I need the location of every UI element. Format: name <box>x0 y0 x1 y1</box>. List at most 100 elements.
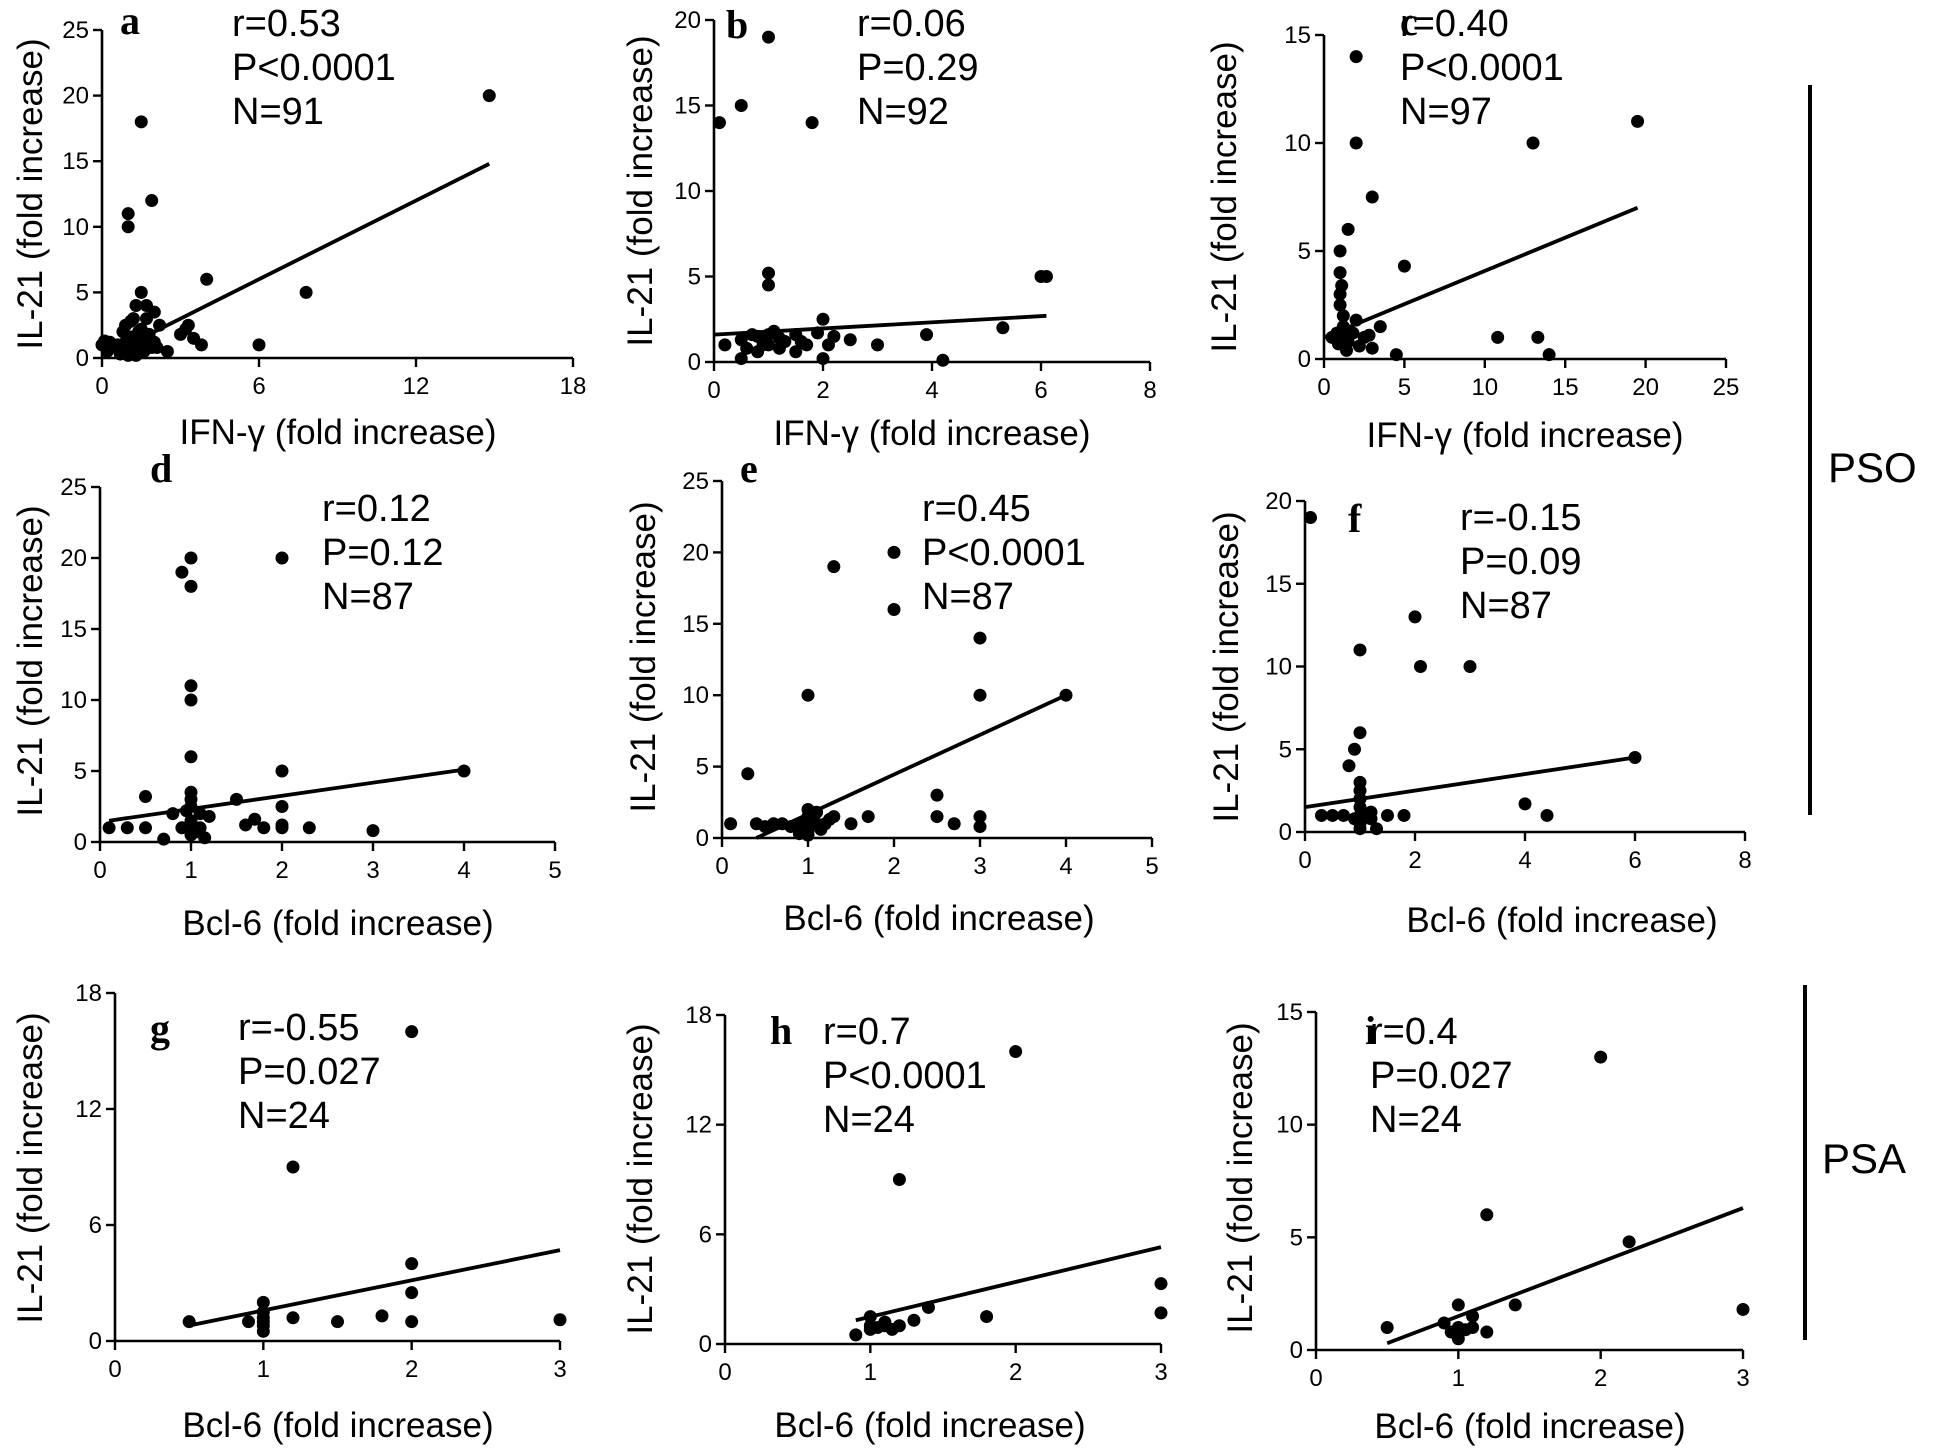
x-tick-label: 0 <box>1317 374 1330 401</box>
data-point <box>121 207 135 221</box>
data-point <box>1362 328 1376 342</box>
data-point <box>1353 726 1367 740</box>
x-tick-label: 3 <box>553 1356 566 1383</box>
panel-f: 0 2 4 6 8 0 5 10 15 20 Bcl-6 (fold increase) IL-21 … <box>1207 488 1752 940</box>
y-tick-label: 0 <box>688 349 701 376</box>
y-tick-label: 0 <box>76 345 89 372</box>
data-point <box>740 341 754 355</box>
data-point <box>1365 341 1379 355</box>
x-tick-label: 6 <box>1628 847 1641 874</box>
y-axis-label: IL-21 (fold increase) <box>621 1023 660 1334</box>
x-tick-label: 0 <box>1298 847 1311 874</box>
data-point <box>814 822 828 836</box>
data-point <box>871 1321 885 1335</box>
stat-p: P=0.027 <box>1370 1055 1513 1097</box>
data-point <box>1349 136 1363 150</box>
y-tick-label: 15 <box>674 93 701 120</box>
y-tick-label: 20 <box>1265 488 1292 515</box>
y-tick-label: 15 <box>1284 22 1311 49</box>
psa-group-label: PSA <box>1822 1135 1906 1182</box>
data-point <box>861 810 875 824</box>
pso-group-label: PSO <box>1828 444 1917 491</box>
data-point <box>871 338 884 352</box>
data-point <box>230 792 243 806</box>
x-tick-label: 4 <box>1059 853 1072 880</box>
x-axis-label: Bcl-6 (fold increase) <box>774 1406 1085 1445</box>
data-point <box>718 338 732 352</box>
x-tick-label: 2 <box>1408 847 1421 874</box>
stat-r: r=0.53 <box>232 3 341 45</box>
x-axis-label: IFN-γ (fold increase) <box>1366 416 1683 455</box>
data-point <box>1353 784 1367 798</box>
panel-letter: h <box>770 1008 792 1053</box>
data-point <box>147 305 161 319</box>
y-tick-label: 10 <box>674 178 701 205</box>
panel-letter: b <box>726 2 748 47</box>
stat-n: N=97 <box>1400 91 1492 133</box>
data-point <box>745 328 759 342</box>
y-tick-label: 5 <box>1298 238 1311 265</box>
y-tick-label: 0 <box>699 1331 712 1358</box>
data-point <box>801 688 815 702</box>
data-point <box>885 1322 899 1336</box>
data-point <box>405 1257 419 1271</box>
data-point <box>252 338 266 352</box>
data-point <box>1335 279 1349 293</box>
y-axis-label: IL-21 (fold increase) <box>11 38 50 349</box>
data-point <box>734 99 748 112</box>
data-point <box>741 767 755 781</box>
data-point <box>1336 309 1350 323</box>
x-tick-label: 18 <box>560 373 587 400</box>
data-point <box>1370 822 1383 836</box>
data-point <box>762 266 775 280</box>
data-point <box>844 817 858 831</box>
y-tick-label: 20 <box>674 7 701 34</box>
x-tick-label: 2 <box>1594 1365 1607 1392</box>
panel-b: 0 2 4 6 8 0 5 10 15 20 IFN-γ (fold increase) IL-21 … <box>621 2 1157 453</box>
data-point <box>794 334 808 348</box>
y-tick-label: 5 <box>74 758 87 785</box>
data-point <box>973 631 987 645</box>
data-point <box>553 1313 567 1327</box>
x-axis-label: Bcl-6 (fold increase) <box>182 1406 493 1445</box>
y-tick-label: 0 <box>1279 819 1292 846</box>
data-point <box>331 1315 344 1329</box>
data-point <box>1540 808 1554 822</box>
data-point <box>1039 270 1053 283</box>
x-axis-label: Bcl-6 (fold increase) <box>1406 901 1717 940</box>
panel-e: 0 1 2 3 4 5 0 5 10 15 20 25 Bcl-6 (fold increase) IL-… <box>624 446 1159 938</box>
x-axis-label: IFN-γ (fold increase) <box>773 414 1090 453</box>
data-point <box>1353 822 1367 836</box>
data-point <box>762 328 775 342</box>
y-axis-label: IL-21 (fold increase) <box>1205 41 1244 352</box>
x-tick-label: 3 <box>973 853 986 880</box>
data-point <box>1340 343 1354 357</box>
data-point <box>1480 1208 1494 1222</box>
y-tick-label: 5 <box>696 754 709 781</box>
stat-n: N=87 <box>1460 585 1552 627</box>
x-axis-label: Bcl-6 (fold increase) <box>182 904 493 943</box>
x-tick-label: 0 <box>108 1356 121 1383</box>
x-tick-label: 3 <box>366 857 379 884</box>
panel-letter: e <box>740 446 758 491</box>
data-point <box>181 318 195 332</box>
x-tick-label: 0 <box>707 377 720 404</box>
data-point <box>1333 266 1347 280</box>
data-point <box>124 330 138 344</box>
stat-r: r=0.45 <box>922 488 1031 530</box>
panel-letter: f <box>1348 496 1362 541</box>
y-tick-label: 0 <box>89 1328 102 1355</box>
panel-c: 0 5 10 15 20 25 0 5 10 15 IFN-γ (fold increase) IL-… <box>1205 0 1739 455</box>
y-tick-label: 5 <box>688 264 701 291</box>
x-tick-label: 5 <box>1398 374 1411 401</box>
data-point <box>1154 1277 1168 1291</box>
data-point <box>1348 742 1361 756</box>
y-tick-label: 18 <box>75 980 102 1007</box>
y-tick-label: 10 <box>1265 654 1292 681</box>
data-point <box>256 1311 270 1325</box>
data-point <box>821 338 835 352</box>
y-axis-label: IL-21 (fold increase) <box>11 1012 50 1323</box>
data-point <box>134 285 148 299</box>
x-tick-label: 0 <box>93 857 106 884</box>
